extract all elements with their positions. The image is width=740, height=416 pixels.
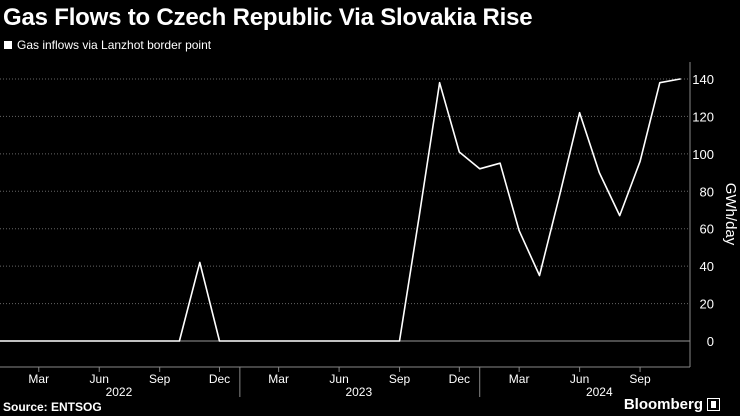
x-tick-label: Jun xyxy=(329,372,348,386)
chart-title: Gas Flows to Czech Republic Via Slovakia… xyxy=(3,4,533,31)
bloomberg-logo: Bloomberg xyxy=(624,396,720,413)
y-tick-label: 80 xyxy=(700,184,714,199)
y-tick-label: 120 xyxy=(692,109,714,124)
y-axis-tick-labels: 0 20 40 60 80 100 120 140 xyxy=(689,62,714,367)
y-tick-label: 100 xyxy=(692,147,714,162)
x-year-label: 2022 xyxy=(106,385,133,399)
source-note: Source: ENTSOG xyxy=(3,400,102,414)
y-tick-label: 60 xyxy=(700,222,714,237)
x-year-label: 2024 xyxy=(586,385,613,399)
legend-label: Gas inflows via Lanzhot border point xyxy=(17,38,212,52)
x-tick-label: Jun xyxy=(570,372,589,386)
x-year-label: 2023 xyxy=(345,385,372,399)
x-tick-label: Dec xyxy=(209,372,230,386)
y-tick-label: 0 xyxy=(707,334,714,349)
x-tick-label: Jun xyxy=(90,372,109,386)
y-tick-label: 20 xyxy=(700,297,714,312)
brand-name: Bloomberg xyxy=(623,396,703,413)
x-tick-label: Mar xyxy=(28,372,49,386)
y-tick-label: 40 xyxy=(700,259,714,274)
y-axis-label: GWh/day xyxy=(722,183,739,246)
legend-swatch xyxy=(4,41,12,49)
x-tick-label: Mar xyxy=(268,372,289,386)
series-layer xyxy=(0,78,681,342)
x-tick-label: Mar xyxy=(509,372,530,386)
series-line xyxy=(0,78,681,342)
gridlines xyxy=(0,78,690,342)
x-tick-label: Sep xyxy=(629,372,651,386)
x-axis: Mar Jun Sep Dec Mar Jun Sep Dec Mar Jun Sep 2022 202… xyxy=(0,366,690,399)
legend: Gas inflows via Lanzhot border point xyxy=(4,38,211,52)
y-tick-label: 140 xyxy=(692,72,714,87)
x-tick-label: Dec xyxy=(449,372,470,386)
bloomberg-mark-icon xyxy=(707,398,720,411)
x-tick-label: Sep xyxy=(149,372,171,386)
x-tick-label: Sep xyxy=(389,372,411,386)
